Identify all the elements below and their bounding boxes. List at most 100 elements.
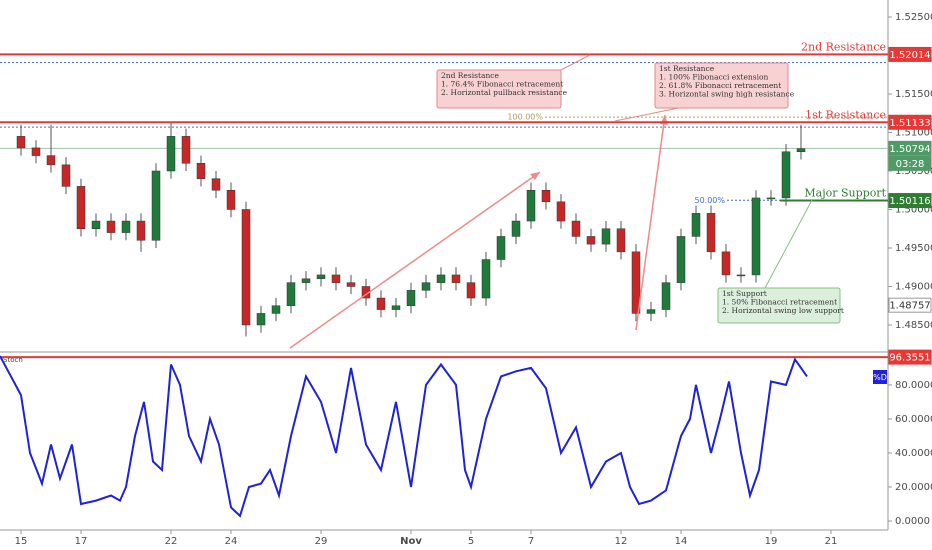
callout-text: 2. Horizontal pullback resistance xyxy=(441,88,568,97)
candle-body xyxy=(286,282,296,306)
x-tick-label: Nov xyxy=(400,536,422,547)
candle-body xyxy=(256,313,266,326)
callout-text: 1st Resistance xyxy=(659,64,715,73)
y-tick-label: 40.0000 xyxy=(895,448,932,459)
candle-body xyxy=(721,251,731,276)
price-badge-label: 1.50794 xyxy=(889,144,930,155)
candle-body xyxy=(646,309,656,314)
callout-pointer xyxy=(556,54,591,73)
candle-body xyxy=(751,197,761,276)
candle-body xyxy=(541,189,551,203)
candle-body xyxy=(241,209,251,326)
candle-body xyxy=(106,220,116,233)
x-tick-label: 17 xyxy=(75,536,88,547)
candle-body xyxy=(301,278,311,283)
candle-body xyxy=(136,220,146,241)
callout-text: 1st Support xyxy=(722,289,767,298)
candle-body xyxy=(676,236,686,283)
x-tick-label: 7 xyxy=(528,536,534,547)
x-tick-label: 5 xyxy=(468,536,474,547)
level-name: 1st Resistance xyxy=(805,108,886,121)
candle-body xyxy=(166,136,176,172)
candle-body xyxy=(616,228,626,253)
candle-body xyxy=(586,236,596,245)
candle-body xyxy=(91,220,101,229)
candle-body xyxy=(526,189,536,222)
candle-body xyxy=(346,282,356,287)
candle-body xyxy=(601,228,611,245)
callout-text: 2. 61.8% Fibonacci retracement xyxy=(659,81,781,90)
y-tick-label: 1.51500 xyxy=(895,89,932,100)
level-name: 2nd Resistance xyxy=(801,40,886,53)
x-tick-label: 14 xyxy=(675,536,688,547)
y-tick-label: 80.0000 xyxy=(895,380,932,391)
callout-text: 1. 50% Fibonacci retracement xyxy=(722,298,837,307)
price-badge xyxy=(888,297,932,313)
price-badge xyxy=(888,155,932,171)
y-tick-label: 1.49000 xyxy=(895,281,932,292)
x-tick-label: 24 xyxy=(225,536,238,547)
y-tick-label: 60.0000 xyxy=(895,414,932,425)
price-badge xyxy=(888,46,932,62)
trend-arrow xyxy=(635,114,666,331)
price-badge-label: 03:28 xyxy=(896,159,925,170)
candle-body xyxy=(196,163,206,179)
x-tick-label: 29 xyxy=(315,536,328,547)
candle-body xyxy=(391,305,401,310)
pane-title: Stoch xyxy=(3,356,23,364)
candle-body xyxy=(76,186,86,229)
callout-text: 1. 76.4% Fibonacci retracement xyxy=(441,80,563,89)
y-tick-label: 1.49500 xyxy=(895,243,932,254)
legend-label: %D xyxy=(873,373,887,382)
candle-body xyxy=(691,213,701,237)
candle-body xyxy=(796,148,806,152)
candle-body xyxy=(466,282,476,299)
legend-badge xyxy=(873,370,887,384)
callout-box xyxy=(717,287,841,324)
callout-text: 2. Horizontal swing low support xyxy=(722,306,844,315)
candle-body xyxy=(736,274,746,277)
candle-body xyxy=(61,164,71,187)
price-badge-label: 96.3551 xyxy=(889,353,930,364)
candle-body xyxy=(316,274,326,280)
x-tick-label: 15 xyxy=(15,536,28,547)
callout-box xyxy=(654,62,789,109)
y-tick-label: 1.50500 xyxy=(895,166,932,177)
candle-body xyxy=(226,189,236,210)
candle-body xyxy=(481,259,491,299)
y-tick-label: 1.51000 xyxy=(895,128,932,139)
price-badge xyxy=(888,349,932,365)
candle-body xyxy=(496,236,506,260)
price-badge-label: 1.51133 xyxy=(889,118,930,129)
candle-body xyxy=(661,282,671,310)
trend-arrow xyxy=(289,171,541,349)
fib-label: 100.00% xyxy=(507,113,543,122)
level-name: Major Support xyxy=(804,187,886,200)
candle-body xyxy=(271,305,281,314)
price-badge xyxy=(888,140,932,156)
callout-text: 1. 100% Fibonacci extension xyxy=(659,73,768,82)
candle-body xyxy=(16,136,26,149)
candle-body xyxy=(376,297,386,310)
stoch-line xyxy=(0,355,808,518)
candle-body xyxy=(451,274,461,283)
candle-body xyxy=(571,220,581,237)
callout-pointer xyxy=(764,199,813,289)
price-badge-label: 1.52014 xyxy=(889,50,930,61)
candle-body xyxy=(631,251,641,314)
candle-body xyxy=(766,197,776,200)
y-tick-label: 1.50000 xyxy=(895,204,932,215)
price-badge-label: 1.50116 xyxy=(889,196,930,207)
candle-body xyxy=(121,220,131,233)
candle-body xyxy=(511,220,521,237)
callout-box xyxy=(436,69,562,109)
candle-body xyxy=(331,274,341,283)
candle-body xyxy=(706,213,716,253)
y-tick-label: 1.52500 xyxy=(895,12,932,23)
candle-body xyxy=(151,170,161,241)
y-tick-label: 0.0000 xyxy=(895,516,930,527)
x-tick-label: 12 xyxy=(615,536,628,547)
candle-body xyxy=(211,178,221,191)
x-tick-label: 22 xyxy=(165,536,178,547)
